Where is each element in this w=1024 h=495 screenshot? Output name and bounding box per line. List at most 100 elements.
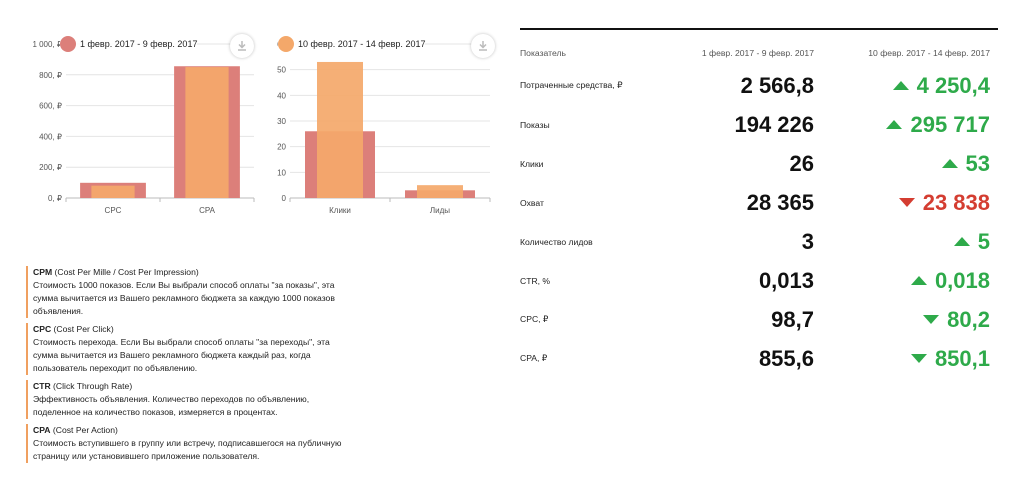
y-tick-label: 10 (277, 168, 286, 177)
arrow-up-icon (941, 159, 958, 168)
glossary-item-cpa: CPA (Cost Per Action) Стоимость вступивш… (26, 424, 356, 463)
glossary-term: CTR (33, 381, 51, 391)
y-tick-label: 0, ₽ (48, 194, 62, 203)
glossary-item-cpm: CPM (Cost Per Mille / Cost Per Impressio… (26, 266, 356, 318)
metric-value-period-1: 98,7 (771, 306, 814, 332)
legend-swatch-period-2 (278, 36, 294, 52)
metric-label: CPC, ₽ (520, 314, 549, 324)
metric-label: CTR, % (520, 275, 551, 286)
x-tick-label: Лиды (430, 206, 450, 215)
glossary-term-full: (Cost Per Click) (51, 324, 114, 334)
arrow-up-icon (910, 276, 927, 285)
clicks-leads-chart: 0102030405060КликиЛиды 10 февр. 2017 - 1… (268, 30, 500, 230)
arrow-down-icon (923, 315, 940, 324)
table-body: Потраченные средства, ₽ 2 566,8 4 250,4 Пок… (520, 66, 998, 378)
metric-value-period-2-cell: 23 838 (814, 190, 990, 216)
clicks-leads-chart-plot: 0102030405060КликиЛиды (277, 40, 491, 215)
header-metric: Показатель (520, 48, 566, 58)
metric-value-period-1: 855,6 (758, 345, 814, 371)
y-tick-label: 200, ₽ (39, 163, 62, 172)
x-tick-label: Клики (329, 206, 351, 215)
header-period-1: 1 февр. 2017 - 9 февр. 2017 (701, 48, 814, 58)
metric-label: CPA, ₽ (520, 353, 548, 363)
arrow-up-icon (892, 81, 909, 90)
metric-value-period-2: 4 250,4 (916, 72, 990, 98)
glossary: CPM (Cost Per Mille / Cost Per Impressio… (26, 266, 356, 468)
legend-label-period-2: 10 февр. 2017 - 14 февр. 2017 (298, 39, 426, 49)
legend-label-period-1: 1 февр. 2017 - 9 февр. 2017 (80, 39, 198, 49)
y-tick-label: 1 000, ₽ (32, 40, 62, 49)
bar-period-2-Клики[interactable] (317, 61, 363, 198)
metric-value-period-1: 2 566,8 (740, 72, 814, 98)
metric-value-period-2-cell: 0,018 (814, 268, 990, 294)
table-row: CPC, ₽ 98,7 80,2 (520, 300, 998, 339)
header-period-2: 10 февр. 2017 - 14 февр. 2017 (868, 48, 990, 58)
metric-label: Показы (520, 119, 550, 130)
metric-value-period-2-cell: 5 (814, 229, 990, 255)
x-tick-label: CPC (105, 206, 122, 215)
y-tick-label: 600, ₽ (39, 102, 62, 111)
metric-label: Количество лидов (520, 236, 593, 247)
glossary-text: Стоимость вступившего в группу или встре… (33, 438, 342, 461)
metric-value-period-1: 3 (801, 228, 814, 254)
table-row: CTR, % 0,013 0,018 (520, 261, 998, 300)
glossary-text: Стоимость перехода. Если Вы выбрали спос… (33, 337, 330, 373)
metric-value-period-2: 850,1 (934, 345, 990, 371)
table-header: Показатель 1 февр. 2017 - 9 февр. 2017 1… (520, 40, 998, 66)
metric-value-period-1: 26 (789, 150, 814, 176)
metric-value-period-1: 28 365 (746, 189, 814, 215)
metric-value-period-1: 0,013 (758, 267, 814, 293)
arrow-down-icon (898, 198, 915, 207)
y-tick-label: 20 (277, 143, 286, 152)
stats-table: Показатель 1 февр. 2017 - 9 февр. 2017 1… (520, 28, 998, 378)
glossary-term: CPA (33, 425, 51, 435)
metric-value-period-2: 5 (977, 228, 990, 254)
glossary-term-full: (Cost Per Mille / Cost Per Impression) (52, 267, 199, 277)
bar-period-2-CPA[interactable] (185, 67, 229, 198)
bar-period-2-Лиды[interactable] (417, 185, 463, 198)
metric-value-period-2-cell: 295 717 (814, 112, 990, 138)
cost-chart-legend[interactable]: 1 февр. 2017 - 9 февр. 2017 (60, 36, 198, 52)
table-row: Охват 28 365 23 838 (520, 183, 998, 222)
download-chart-button[interactable] (230, 34, 254, 58)
metric-value-period-2-cell: 53 (814, 151, 990, 177)
download-icon (238, 41, 246, 51)
glossary-text: Эффективность объявления. Количество пер… (33, 394, 310, 417)
table-row: Клики 26 53 (520, 144, 998, 183)
metric-value-period-2-cell: 4 250,4 (814, 73, 990, 99)
download-chart-button[interactable] (471, 34, 495, 58)
glossary-term-full: (Cost Per Action) (50, 425, 118, 435)
cost-chart: 0, ₽ 200, ₽ 400, ₽ 600, ₽ 800, ₽ 1 000, ₽ CPC C… (22, 30, 262, 230)
glossary-item-cpc: CPC (Cost Per Click) Стоимость перехода.… (26, 323, 356, 375)
glossary-term: CPC (33, 324, 52, 334)
arrow-up-icon (953, 237, 970, 246)
arrow-up-icon (886, 120, 903, 129)
x-tick-label: CPA (199, 206, 216, 215)
y-tick-label: 400, ₽ (39, 132, 62, 141)
metric-value-period-2-cell: 80,2 (814, 307, 990, 333)
table-row: CPA, ₽ 855,6 850,1 (520, 339, 998, 378)
download-icon (479, 41, 487, 51)
metric-value-period-2: 295 717 (910, 111, 990, 137)
metric-label: Охват (520, 197, 544, 208)
glossary-text: Стоимость 1000 показов. Если Вы выбрали … (33, 280, 335, 316)
metric-value-period-2: 23 838 (922, 189, 990, 215)
metric-value-period-2: 0,018 (934, 267, 990, 293)
clicks-leads-chart-legend[interactable]: 10 февр. 2017 - 14 февр. 2017 (278, 36, 426, 52)
y-tick-label: 0 (282, 194, 287, 203)
table-row: Количество лидов 3 5 (520, 222, 998, 261)
glossary-term-full: (Click Through Rate) (50, 381, 133, 391)
glossary-term: CPM (33, 267, 53, 277)
table-row: Потраченные средства, ₽ 2 566,8 4 250,4 (520, 66, 998, 105)
legend-swatch-period-1 (60, 36, 76, 52)
metric-value-period-2: 80,2 (947, 306, 990, 332)
y-tick-label: 50 (277, 66, 286, 75)
bar-period-2-CPC[interactable] (91, 185, 135, 198)
metric-value-period-2: 53 (965, 150, 990, 176)
table-row: Показы 194 226 295 717 (520, 105, 998, 144)
y-tick-label: 40 (277, 91, 286, 100)
metric-label: Клики (520, 158, 544, 169)
cost-chart-plot: 0, ₽ 200, ₽ 400, ₽ 600, ₽ 800, ₽ 1 000, ₽ CPC C… (32, 40, 255, 215)
y-tick-label: 30 (277, 117, 286, 126)
metric-label: Потраченные средства, ₽ (520, 80, 623, 90)
